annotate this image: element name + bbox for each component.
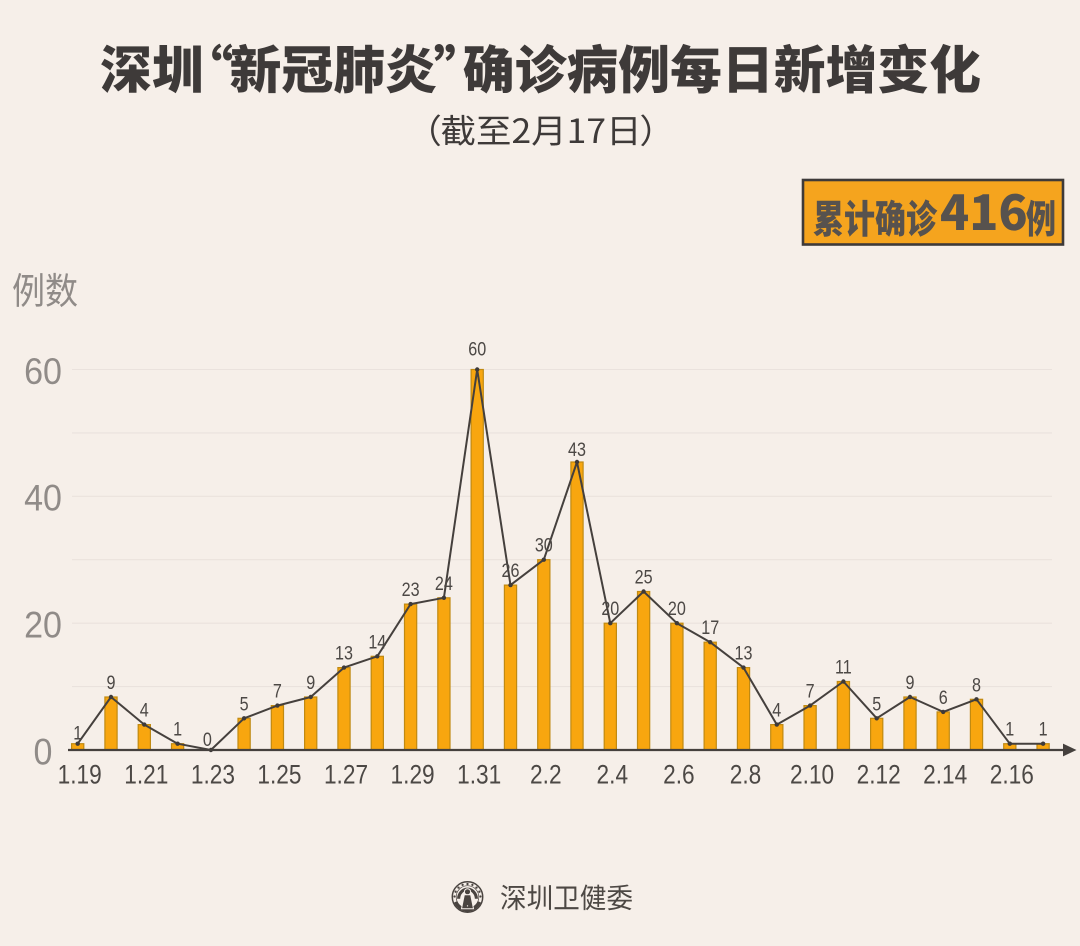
svg-text:6: 6 — [939, 687, 948, 709]
svg-text:2.12: 2.12 — [857, 760, 901, 790]
svg-text:1: 1 — [1039, 718, 1048, 740]
svg-text:1.25: 1.25 — [257, 760, 301, 790]
svg-text:11: 11 — [835, 656, 852, 678]
svg-text:13: 13 — [735, 642, 753, 664]
svg-text:1: 1 — [73, 722, 82, 744]
svg-text:60: 60 — [24, 350, 62, 392]
svg-text:20: 20 — [24, 604, 62, 646]
svg-text:7: 7 — [806, 680, 815, 702]
svg-text:4: 4 — [772, 699, 781, 721]
svg-text:9: 9 — [306, 672, 315, 694]
svg-text:60: 60 — [468, 338, 486, 360]
svg-text:9: 9 — [107, 672, 116, 694]
svg-text:2.6: 2.6 — [663, 760, 695, 790]
svg-text:30: 30 — [535, 534, 553, 556]
svg-text:2.4: 2.4 — [597, 760, 629, 790]
svg-text:13: 13 — [335, 642, 353, 664]
svg-text:17: 17 — [701, 617, 719, 639]
svg-text:5: 5 — [872, 693, 881, 715]
svg-text:1.23: 1.23 — [191, 760, 235, 790]
svg-text:0: 0 — [203, 729, 212, 751]
svg-text:0: 0 — [34, 731, 53, 773]
svg-text:20: 20 — [601, 598, 619, 620]
svg-text:1: 1 — [1005, 718, 1014, 740]
svg-text:23: 23 — [402, 579, 420, 601]
svg-text:4: 4 — [140, 699, 149, 721]
svg-text:1: 1 — [173, 718, 182, 740]
svg-text:1.21: 1.21 — [124, 760, 168, 790]
svg-text:2.8: 2.8 — [730, 760, 762, 790]
svg-text:25: 25 — [635, 566, 653, 588]
svg-text:20: 20 — [668, 598, 686, 620]
svg-text:2.2: 2.2 — [530, 760, 562, 790]
svg-text:14: 14 — [368, 631, 386, 653]
svg-text:2.14: 2.14 — [923, 760, 967, 790]
svg-text:5: 5 — [240, 693, 249, 715]
svg-text:2.16: 2.16 — [990, 760, 1034, 790]
svg-text:9: 9 — [906, 672, 915, 694]
svg-text:1.27: 1.27 — [324, 760, 368, 790]
svg-text:2.10: 2.10 — [790, 760, 834, 790]
svg-text:43: 43 — [568, 439, 586, 461]
svg-text:24: 24 — [435, 573, 453, 595]
svg-text:7: 7 — [273, 680, 282, 702]
svg-text:1.19: 1.19 — [58, 760, 102, 790]
svg-text:8: 8 — [972, 674, 981, 696]
svg-text:40: 40 — [24, 477, 62, 519]
svg-text:1.29: 1.29 — [391, 760, 435, 790]
svg-text:26: 26 — [502, 560, 520, 582]
svg-text:1.31: 1.31 — [457, 760, 501, 790]
